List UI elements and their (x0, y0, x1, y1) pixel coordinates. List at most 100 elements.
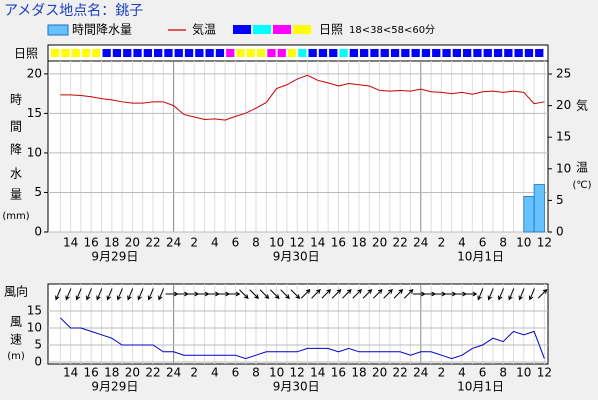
y2-tick-label: 15 (556, 130, 571, 144)
x-tick-label: 8 (252, 366, 260, 380)
sunshine-cell (370, 49, 379, 57)
plot-area (47, 44, 549, 233)
x-tick-label: 16 (84, 236, 99, 250)
sunshine-cell (463, 49, 472, 57)
sunshine-cell (267, 49, 276, 57)
wind-arrow (508, 288, 515, 301)
sunshine-cell (246, 49, 255, 57)
y-axis-label: 間 (10, 120, 22, 134)
x-tick-label: 12 (290, 366, 305, 380)
y-axis-label: 速 (10, 333, 22, 347)
x-tick-label: 12 (537, 366, 552, 380)
x-tick-label: 8 (499, 366, 507, 380)
x-tick-label: 2 (438, 366, 446, 380)
legend-label: 時間降水量 (72, 23, 132, 37)
sunshine-cell (329, 49, 338, 57)
x-tick-label: 14 (310, 236, 325, 250)
wind-arrow (280, 289, 290, 299)
sunshine-cell (112, 49, 122, 57)
sunshine-cell (102, 49, 111, 57)
wind-arrow (403, 289, 414, 299)
y-tick-label: 0 (34, 225, 42, 239)
y-tick-label: 0 (34, 355, 42, 369)
date-label: 10月1日 (457, 380, 504, 394)
x-tick-label: 24 (166, 366, 181, 380)
x-tick-label: 18 (351, 236, 366, 250)
x-tick-label: 20 (125, 236, 140, 250)
y-tick-label: 10 (27, 145, 42, 159)
x-tick-label: 8 (499, 236, 507, 250)
x-tick-label: 12 (537, 236, 552, 250)
wind-arrow (127, 288, 134, 301)
sunshine-cell (473, 49, 482, 57)
sunshine-cell (452, 49, 461, 57)
sunshine-cell (421, 49, 431, 57)
x-tick-label: 20 (372, 236, 387, 250)
x-tick-label: 16 (331, 236, 346, 250)
wind-arrow (311, 289, 321, 299)
y-tick-label: 10 (27, 321, 42, 335)
date-label: 9月30日 (273, 380, 320, 394)
wind-arrow (464, 291, 478, 297)
legend-label: 日照 (319, 23, 343, 37)
legend: 時間降水量 気温 日照 18<38<58<60分 (47, 22, 435, 37)
sunshine-cell (493, 49, 503, 57)
x-tick-label: 18 (104, 236, 119, 250)
sunshine-label: 日照 (14, 47, 38, 61)
x-tick-label: 2 (438, 236, 446, 250)
sunshine-cell (215, 49, 225, 57)
x-tick-label: 6 (232, 366, 240, 380)
x-tick-label: 22 (393, 236, 408, 250)
sunshine-cell (81, 49, 91, 57)
legend-swatch (273, 25, 291, 34)
wind-arrow (331, 289, 342, 299)
wind-arrow (75, 288, 82, 301)
y2-tick-label: 0 (556, 225, 564, 239)
wind-arrow (300, 289, 311, 299)
x-tick-label: 24 (413, 366, 428, 380)
direction-label: 風向 (4, 284, 28, 299)
sunshine-cell (349, 49, 358, 57)
sunshine-cell (380, 49, 389, 57)
wind-arrow (518, 288, 525, 301)
legend-label: 18<38<58<60分 (349, 24, 435, 36)
y-axis-label: 降 (10, 143, 22, 157)
wind-arrow (362, 289, 373, 299)
sunshine-cell (226, 49, 235, 57)
wind-arrow (158, 288, 165, 301)
temperature-line (60, 74, 545, 121)
x-tick-label: 24 (166, 236, 181, 250)
x-tick-label: 14 (63, 236, 78, 250)
x-tick-label: 20 (125, 366, 140, 380)
x-tick-label: 12 (290, 236, 305, 250)
x-tick-label: 6 (479, 236, 487, 250)
wind-arrow (137, 288, 144, 301)
y-tick-label: 5 (34, 185, 42, 199)
sunshine-cell (154, 49, 163, 57)
y-axis-label: 時 (10, 93, 22, 107)
date-label: 10月1日 (457, 250, 504, 264)
x-tick-label: 20 (372, 366, 387, 380)
sunshine-cell (308, 49, 317, 57)
sunshine-cell (390, 49, 400, 57)
wind-arrow (290, 289, 301, 299)
wind-speed-line (59, 317, 545, 360)
y2-axis-label: 気 (576, 98, 588, 113)
wind-arrow (65, 288, 72, 301)
sunshine-cell (92, 49, 101, 57)
sunshine-cell (287, 49, 297, 57)
wind-arrow (528, 288, 535, 301)
wind-arrow (85, 288, 92, 301)
y2-tick-label: 10 (556, 161, 571, 175)
sunshine-cell (524, 49, 534, 57)
wind-arrow (249, 289, 259, 299)
x-tick-label: 22 (145, 236, 160, 250)
wind-arrow (227, 291, 241, 297)
sunshine-cell (504, 49, 513, 57)
sunshine-cell (123, 49, 132, 57)
sunshine-cell (411, 49, 420, 57)
x-tick-label: 4 (211, 236, 219, 250)
wind-arrow (497, 288, 504, 301)
y2-axis-label: 温 (576, 161, 588, 175)
